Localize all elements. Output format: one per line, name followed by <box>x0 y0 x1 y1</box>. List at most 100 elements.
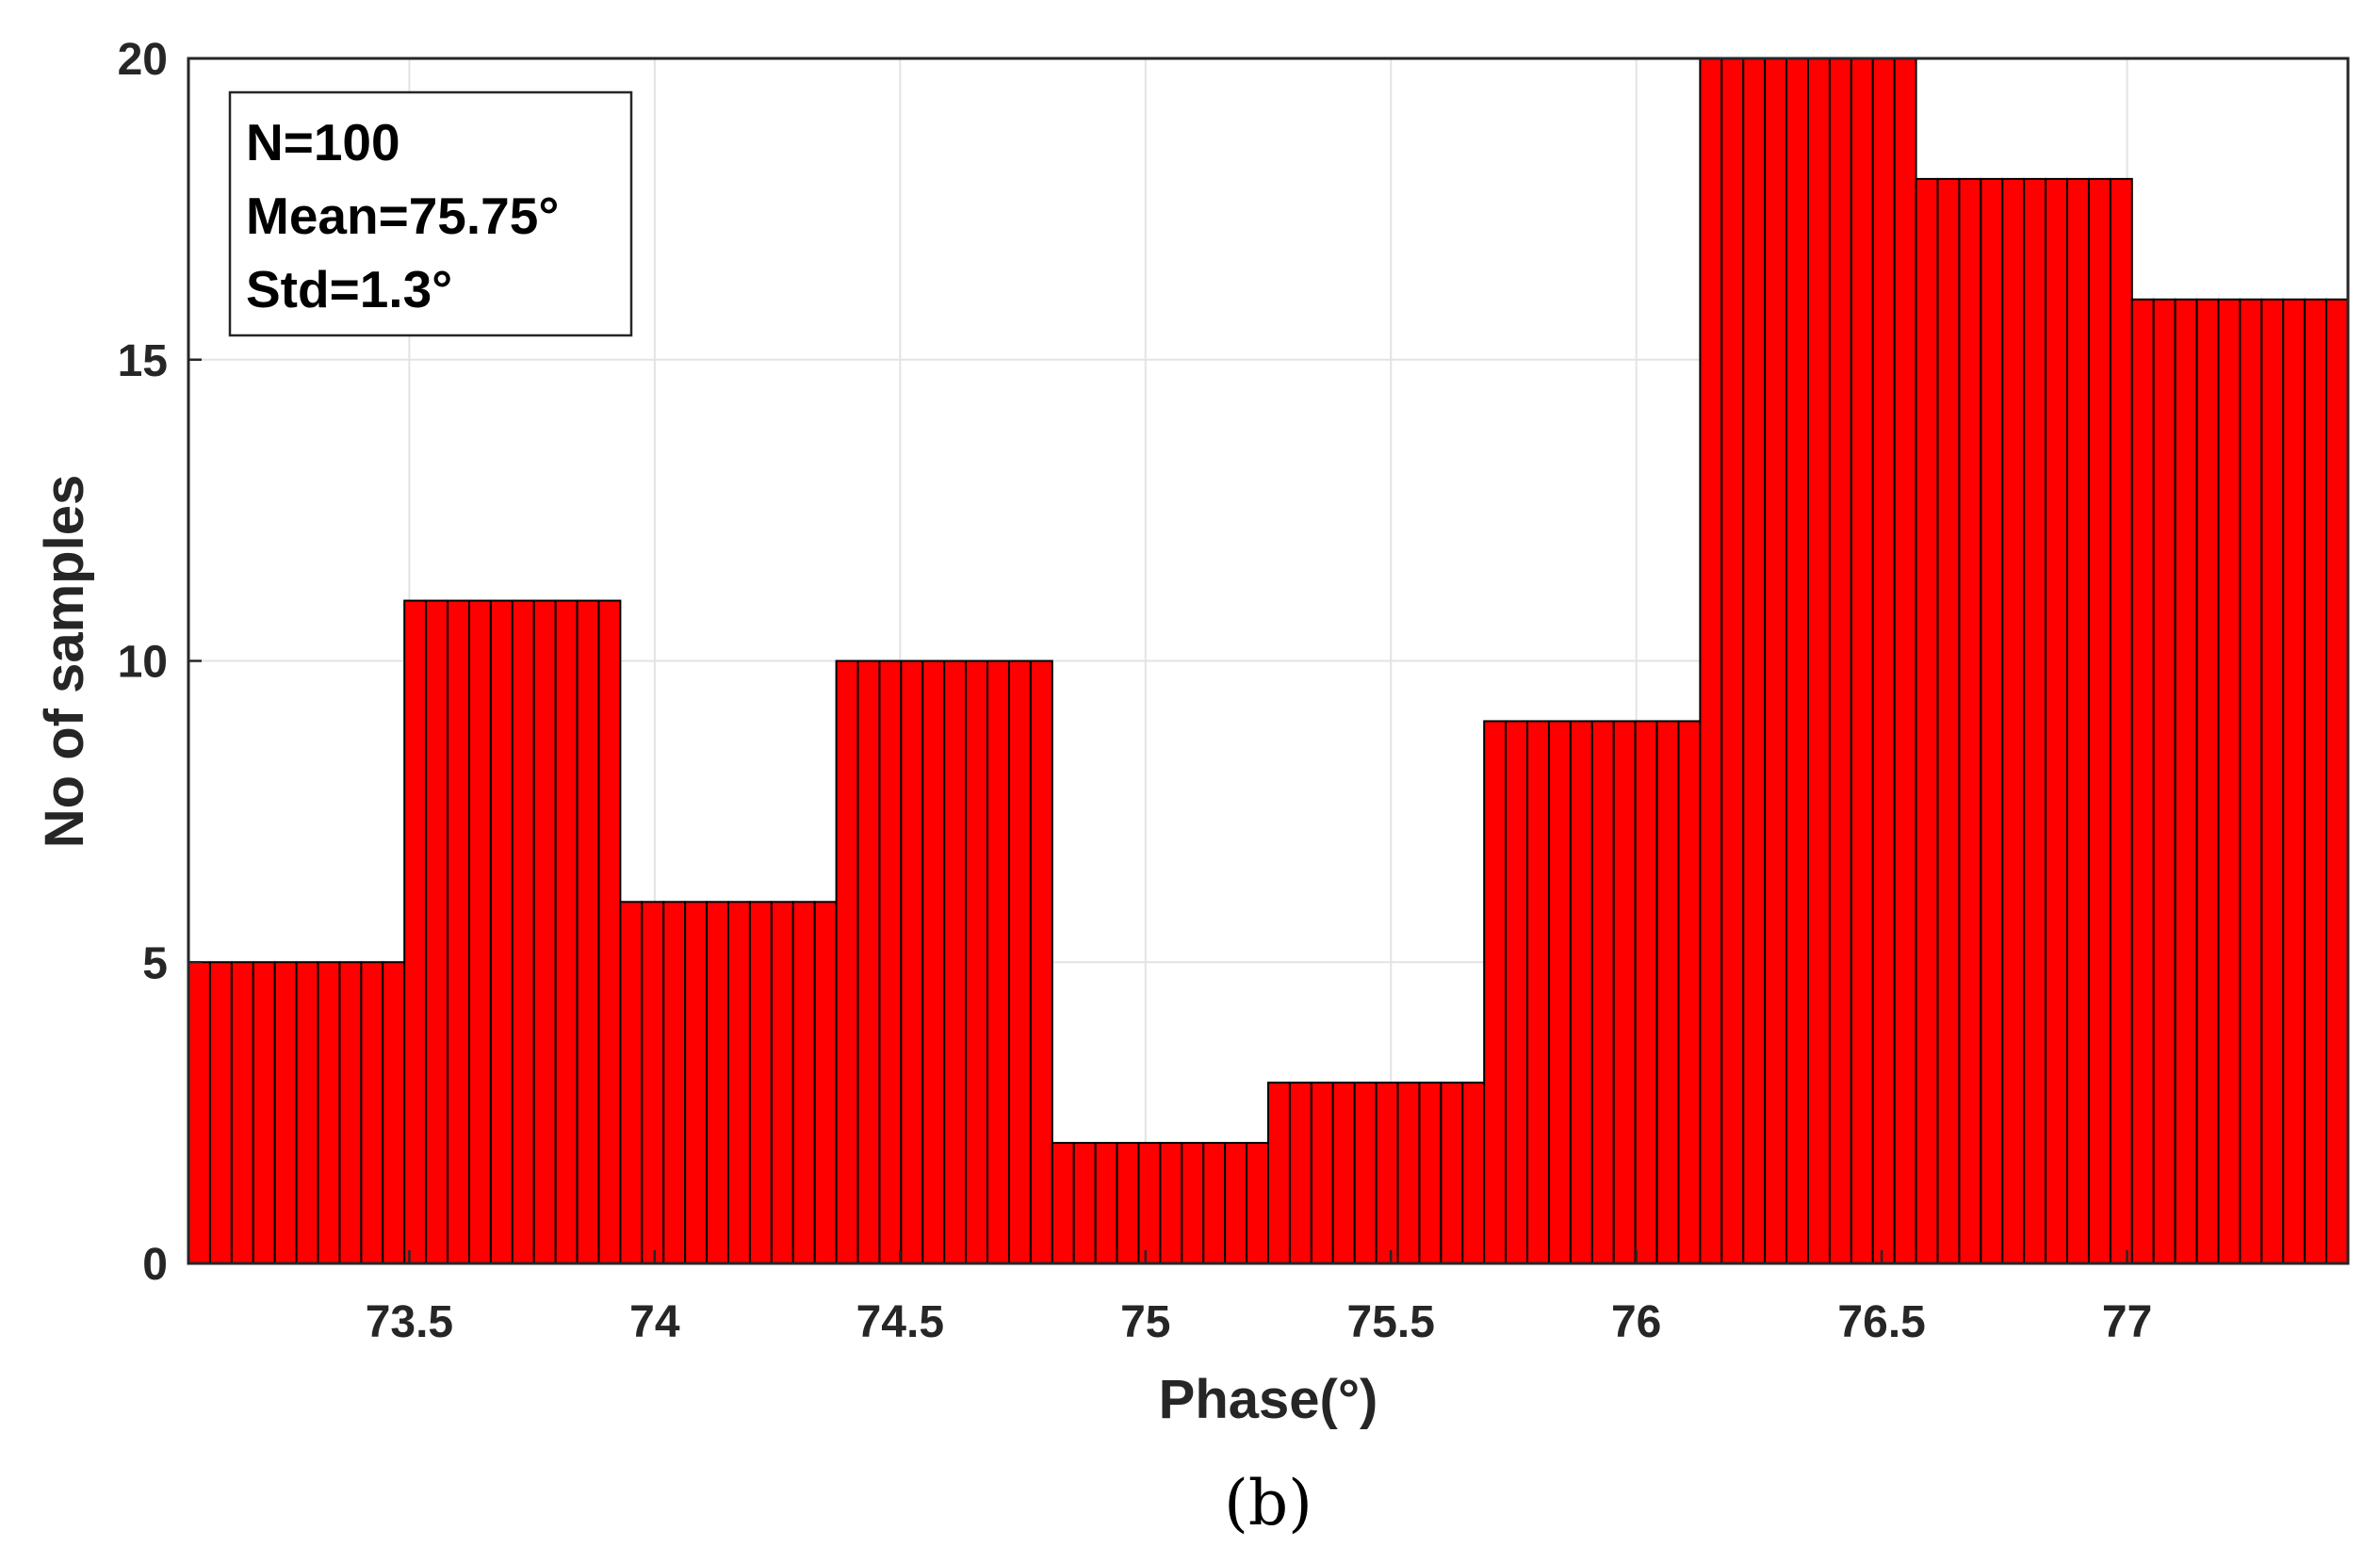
bar-bin-4 <box>986 659 1010 1264</box>
bar-bin-6 <box>1418 1082 1443 1265</box>
bar-bin-6 <box>1310 1082 1334 1265</box>
bar-bin-2 <box>425 599 449 1264</box>
y-tick-label: 10 <box>118 638 168 688</box>
bar-bin-2 <box>576 599 600 1264</box>
bar-bin-10 <box>2239 298 2263 1264</box>
bar-bin-2 <box>403 599 428 1264</box>
legend-std: Std=1.3° <box>246 260 452 318</box>
bar-bin-7 <box>1677 720 1702 1264</box>
bar-bin-7 <box>1547 720 1572 1264</box>
bar-bin-4 <box>878 659 903 1264</box>
x-tick-label: 74.5 <box>856 1297 944 1347</box>
bar-bin-2 <box>597 599 622 1264</box>
legend-n: N=100 <box>246 113 400 171</box>
bar-bin-6 <box>1461 1082 1486 1265</box>
bar-bin-7 <box>1655 720 1680 1264</box>
bar-bin-10 <box>2130 298 2155 1264</box>
bar-bin-5 <box>1224 1142 1248 1264</box>
bar-bin-7 <box>1612 720 1637 1264</box>
bar-bin-6 <box>1288 1082 1312 1265</box>
bar-bin-8 <box>1720 57 1745 1264</box>
bar-bin-5 <box>1137 1142 1162 1264</box>
bar-bin-4 <box>856 659 881 1264</box>
bar-bin-9 <box>2023 177 2047 1264</box>
bar-bin-7 <box>1526 720 1550 1264</box>
bar-bin-1 <box>295 961 319 1264</box>
legend-mean: Mean=75.75° <box>246 187 559 245</box>
bar-bin-9 <box>1958 177 1982 1264</box>
bar-bin-6 <box>1375 1082 1399 1265</box>
bar-bin-9 <box>1980 177 2004 1264</box>
legend-frame <box>228 90 633 337</box>
bar-bin-1 <box>338 961 363 1264</box>
bar-bin-3 <box>813 901 838 1264</box>
bar-bin-3 <box>619 901 644 1264</box>
figure-caption: (b) <box>1224 1467 1312 1539</box>
bar-bin-9 <box>2045 177 2069 1264</box>
bar-bin-1 <box>273 961 298 1264</box>
bar-bin-2 <box>489 599 513 1264</box>
bar-bin-9 <box>2109 177 2133 1264</box>
bar-bin-2 <box>532 599 557 1264</box>
bar-bin-10 <box>2174 298 2198 1264</box>
bar-bin-4 <box>965 659 989 1264</box>
bar-bin-2 <box>511 599 535 1264</box>
bar-bin-2 <box>554 599 579 1264</box>
stats-legend-box: N=100 Mean=75.75° Std=1.3° <box>228 90 633 337</box>
bar-bin-6 <box>1331 1082 1356 1265</box>
bar-bin-9 <box>1915 177 1939 1264</box>
x-tick-label: 75.5 <box>1347 1297 1435 1347</box>
bar-bin-10 <box>2325 298 2350 1264</box>
bar-bin-9 <box>1936 177 1961 1264</box>
bar-bin-8 <box>1893 57 1917 1264</box>
bar-bin-9 <box>2001 177 2026 1264</box>
bar-bin-10 <box>2260 298 2285 1264</box>
bar-bin-10 <box>2282 298 2307 1264</box>
bar-bin-5 <box>1246 1142 1269 1264</box>
y-tick-label: 0 <box>142 1240 168 1290</box>
bar-bin-4 <box>1007 659 1032 1264</box>
bar-bin-7 <box>1505 720 1529 1264</box>
bar-bin-3 <box>770 901 794 1264</box>
bar-bin-5 <box>1094 1142 1118 1264</box>
y-tick-labels: 0 5 10 15 20 <box>118 35 202 1290</box>
bar-bin-8 <box>1742 57 1767 1264</box>
bar-bin-6 <box>1267 1082 1291 1265</box>
x-tick-labels: 73.5 74 74.5 75 75.5 76 76.5 77 <box>366 1250 2152 1347</box>
bar-bin-5 <box>1116 1142 1140 1264</box>
bar-bin-8 <box>1807 57 1831 1264</box>
bar-bin-7 <box>1483 720 1508 1264</box>
bar-bin-5 <box>1181 1142 1205 1264</box>
bar-bin-7 <box>1634 720 1658 1264</box>
bar-bin-4 <box>1029 659 1053 1264</box>
bar-bin-4 <box>900 659 924 1264</box>
bar-bin-4 <box>943 659 968 1264</box>
bar-bin-8 <box>1699 57 1723 1264</box>
bar-bin-3 <box>706 901 730 1264</box>
bar-bin-9 <box>2087 177 2111 1264</box>
bar-bin-4 <box>835 659 859 1264</box>
bar-bin-10 <box>2304 298 2328 1264</box>
bar-bin-6 <box>1353 1082 1377 1265</box>
y-axis-label: No of samples <box>34 475 95 848</box>
y-tick-label: 15 <box>118 336 168 386</box>
bar-bin-2 <box>447 599 470 1264</box>
x-tick-label: 73.5 <box>366 1297 453 1347</box>
bar-bin-5 <box>1159 1142 1183 1264</box>
bar-bin-3 <box>662 901 687 1264</box>
bar-bin-6 <box>1396 1082 1421 1265</box>
bar-bin-8 <box>1785 57 1809 1264</box>
bar-bin-1 <box>317 961 341 1264</box>
bar-bin-8 <box>1764 57 1788 1264</box>
bar-bin-5 <box>1202 1142 1227 1264</box>
bar-bin-3 <box>791 901 816 1264</box>
x-tick-label: 74 <box>629 1297 680 1347</box>
bar-bin-10 <box>2195 298 2220 1264</box>
bar-bin-2 <box>467 599 492 1264</box>
bar-bin-3 <box>748 901 773 1264</box>
bar-bin-5 <box>1072 1142 1097 1264</box>
bar-bin-8 <box>1828 57 1852 1264</box>
x-tick-label: 77 <box>2102 1297 2152 1347</box>
bar-bin-3 <box>684 901 709 1264</box>
